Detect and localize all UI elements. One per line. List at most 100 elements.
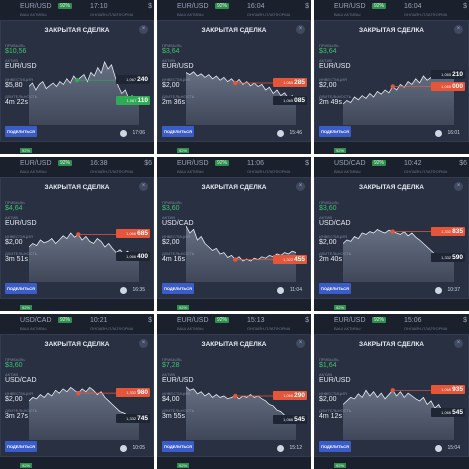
header-balance: $ <box>305 3 309 10</box>
header-pair[interactable]: EUR/USD <box>177 3 209 10</box>
close-icon[interactable]: × <box>296 25 305 34</box>
price-line <box>186 225 296 262</box>
chat-icon[interactable] <box>120 130 127 137</box>
open-price-suffix: 000 <box>452 82 463 90</box>
duration-value: 4m 22s <box>5 99 28 106</box>
asset-label: АКТИВ <box>5 215 18 220</box>
dialog-title: ЗАКРЫТАЯ СДЕЛКА <box>359 341 424 348</box>
chat-icon[interactable] <box>277 130 284 137</box>
close-price-prefix: 1,332 <box>441 254 452 260</box>
close-icon[interactable]: × <box>139 339 148 348</box>
header-time: 17:10 <box>90 3 108 10</box>
open-marker <box>74 78 80 83</box>
header-sub-left: ВАШ АКТИВЫ <box>177 169 204 174</box>
price-area <box>186 226 296 282</box>
share-button[interactable]: ПОДЕЛИТЬСЯ <box>5 283 37 294</box>
close-price-prefix: 1,066 <box>441 410 452 416</box>
share-button[interactable]: ПОДЕЛИТЬСЯ <box>319 283 351 294</box>
profit-label: ПРИБЫЛЬ <box>5 43 25 48</box>
open-marker <box>390 229 395 234</box>
chart-svg <box>29 60 139 125</box>
share-button[interactable]: ПОДЕЛИТЬСЯ <box>319 441 351 452</box>
footer-badge: 92% <box>20 148 33 153</box>
close-icon[interactable]: × <box>139 182 148 191</box>
share-button[interactable]: ПОДЕЛИТЬСЯ <box>162 441 194 452</box>
profit-value: $3,60 <box>162 205 180 212</box>
price-line <box>343 389 454 415</box>
header-time: 15:13 <box>247 317 265 324</box>
header-balance: $ <box>148 317 152 324</box>
asset-label: АКТИВ <box>5 372 18 377</box>
header-time: 16:38 <box>90 160 108 167</box>
open-price-tag: 1,332980 <box>116 388 150 398</box>
header-sub-left: ВАШ АКТИВЫ <box>20 169 47 174</box>
header-pair[interactable]: EUR/USD <box>334 317 366 324</box>
trade-screenshot-tile: EUR/USD 92% 11:06 ВАШ АКТИВЫ ОНЛАЙН-ПЛАТ… <box>157 157 311 311</box>
header-pair[interactable]: EUR/USD <box>177 160 209 167</box>
close-icon[interactable]: × <box>454 25 463 34</box>
chat-icon[interactable] <box>277 287 284 294</box>
open-price-prefix: 1,066 <box>126 231 137 237</box>
header-pair[interactable]: EUR/USD <box>334 3 366 10</box>
share-button[interactable]: ПОДЕЛИТЬСЯ <box>162 283 194 294</box>
trade-screenshot-tile: USD/CAD 92% 10:42 ВАШ АКТИВЫ ОНЛАЙН-ПЛАТ… <box>314 157 469 311</box>
chat-icon[interactable] <box>435 445 442 452</box>
header-pair[interactable]: EUR/USD <box>20 160 52 167</box>
app-footer: 92% <box>0 457 154 469</box>
duration-label: ДЛИТЕЛЬНОСТЬ <box>319 94 352 99</box>
close-icon[interactable]: × <box>139 25 148 34</box>
header-time: 11:06 <box>247 160 264 167</box>
chat-icon[interactable] <box>120 445 127 452</box>
close-price-tag: 1,065210 <box>431 69 465 79</box>
trade-screenshot-tile: EUR/USD 92% 16:38 ВАШ АКТИВЫ ОНЛАЙН-ПЛАТ… <box>0 157 154 311</box>
footer-badge: 92% <box>20 463 33 468</box>
close-time: 16:01 <box>447 130 460 136</box>
close-icon[interactable]: × <box>454 339 463 348</box>
header-pair[interactable]: USD/CAD <box>334 160 366 167</box>
header-pair[interactable]: USD/CAD <box>20 317 52 324</box>
closed-deal-dialog: ЗАКРЫТАЯ СДЕЛКА × ПРИБЫЛЬ $10,56 АКТИВ E… <box>0 20 154 142</box>
header-badge: 92% <box>215 160 230 166</box>
header-badge: 92% <box>58 3 73 9</box>
asset-label: АКТИВ <box>319 215 332 220</box>
header-balance: $ <box>463 3 467 10</box>
header-pair[interactable]: EUR/USD <box>20 3 52 10</box>
price-chart <box>29 212 139 282</box>
close-time: 10:05 <box>132 445 145 451</box>
header-balance: $6 <box>459 160 467 167</box>
chat-icon[interactable] <box>435 130 442 137</box>
open-price-prefix: 1,066 <box>283 392 294 398</box>
header-balance: $ <box>148 3 152 10</box>
invest-label: ИНВЕСТИЦИЯ <box>5 391 33 396</box>
open-price-suffix: 290 <box>294 391 305 399</box>
share-button[interactable]: ПОДЕЛИТЬСЯ <box>5 126 37 137</box>
header-sub-right: ОНЛАЙН-ПЛАТФОРМА <box>90 326 134 331</box>
close-icon[interactable]: × <box>454 182 463 191</box>
chat-icon[interactable] <box>435 287 442 294</box>
close-icon[interactable]: × <box>296 182 305 191</box>
asset-label: АКТИВ <box>162 215 175 220</box>
share-button[interactable]: ПОДЕЛИТЬСЯ <box>319 126 351 137</box>
duration-label: ДЛИТЕЛЬНОСТЬ <box>162 251 195 256</box>
price-area <box>343 390 454 440</box>
share-button[interactable]: ПОДЕЛИТЬСЯ <box>5 441 37 452</box>
trade-screenshot-tile: USD/CAD 92% 10:21 ВАШ АКТИВЫ ОНЛАЙН-ПЛАТ… <box>0 314 154 469</box>
close-price-prefix: 1,065 <box>441 71 452 77</box>
asset-value: EUR/USD <box>5 220 37 227</box>
header-pair[interactable]: EUR/USD <box>177 317 209 324</box>
header-badge: 92% <box>372 3 387 9</box>
chat-icon[interactable] <box>277 445 284 452</box>
closed-deal-dialog: ЗАКРЫТАЯ СДЕЛКА × ПРИБЫЛЬ $3,64 АКТИВ EU… <box>157 20 311 142</box>
close-price-tag: 1,332745 <box>116 413 150 423</box>
close-icon[interactable]: × <box>296 339 305 348</box>
profit-value: $1,64 <box>319 362 337 369</box>
duration-value: 4m 12s <box>319 413 342 420</box>
duration-value: 2m 49s <box>319 99 342 106</box>
dialog-title: ЗАКРЫТАЯ СДЕЛКА <box>44 184 110 191</box>
open-price-suffix: 980 <box>137 389 148 397</box>
open-price-prefix: 1,065 <box>283 80 294 85</box>
close-price-suffix: 545 <box>294 416 305 424</box>
chat-icon[interactable] <box>120 287 127 294</box>
open-price-suffix: 240 <box>137 76 148 84</box>
share-button[interactable]: ПОДЕЛИТЬСЯ <box>162 126 194 137</box>
